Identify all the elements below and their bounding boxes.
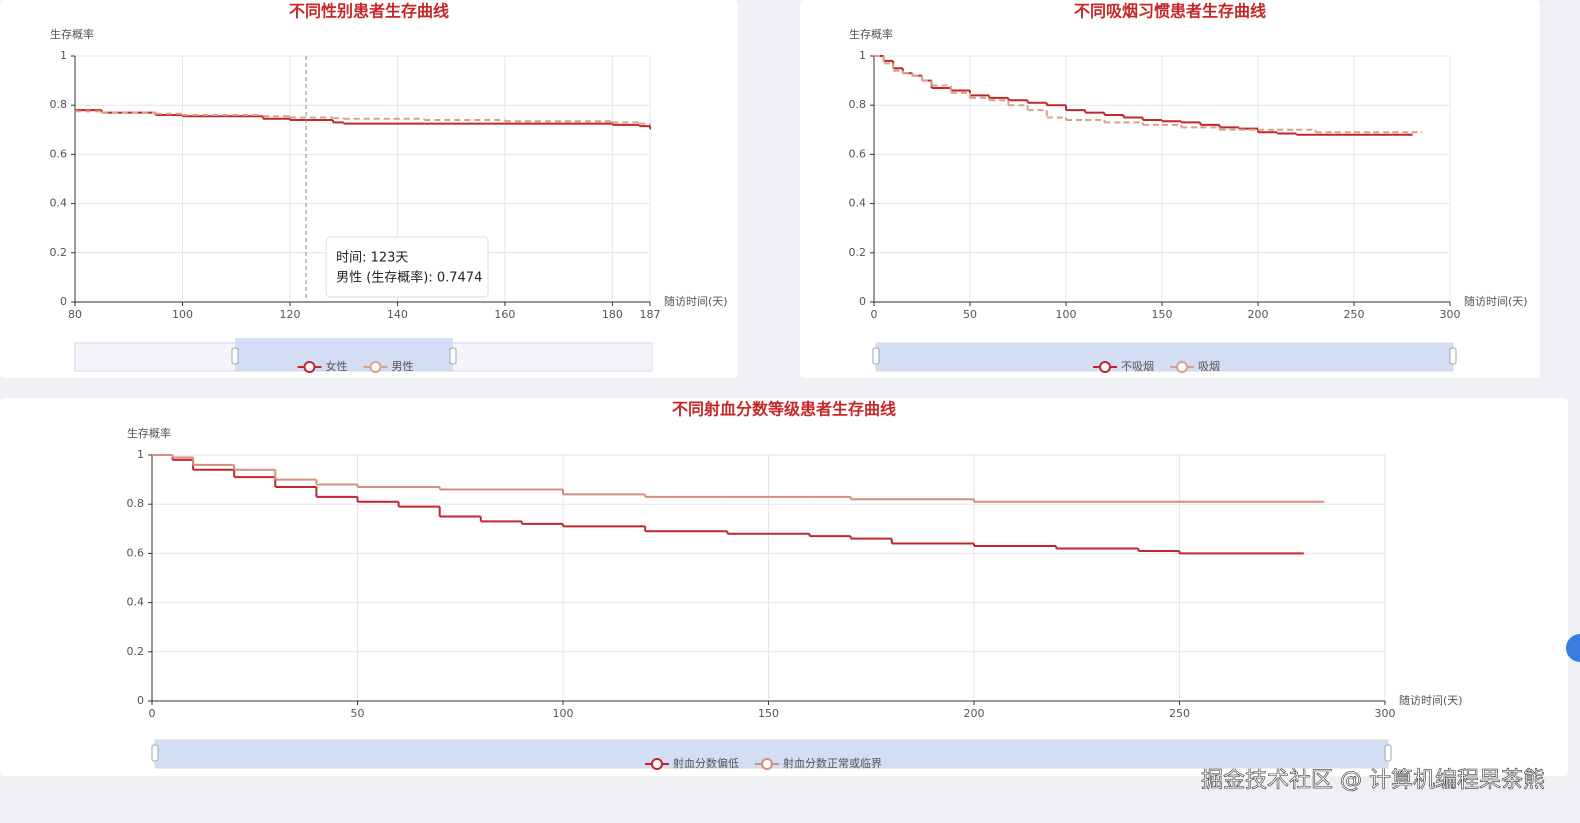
legend-label: 吸烟 bbox=[1198, 359, 1220, 373]
y-tick-label: 0.2 bbox=[849, 246, 867, 259]
zoom-handle bbox=[151, 744, 159, 762]
x-axis-label: 随访时间(天) bbox=[664, 294, 728, 308]
zoom-handle bbox=[231, 347, 239, 365]
watermark: 掘金技术社区 @ 计算机编程果茶熊 bbox=[1201, 768, 1545, 793]
y-axis-label: 生存概率 bbox=[849, 27, 893, 41]
legend-symbol bbox=[651, 758, 663, 770]
x-tick-label: 80 bbox=[68, 308, 82, 321]
y-tick-label: 1 bbox=[137, 448, 144, 461]
x-tick-label: 120 bbox=[279, 308, 300, 321]
y-tick-label: 0.2 bbox=[50, 246, 68, 259]
zoom-slider bbox=[875, 342, 1454, 372]
y-tick-label: 0 bbox=[137, 694, 144, 707]
y-axis-label: 生存概率 bbox=[50, 27, 94, 41]
zoom-handle bbox=[1384, 744, 1392, 762]
legend-label: 男性 bbox=[392, 359, 414, 373]
y-axis-label: 生存概率 bbox=[127, 426, 171, 440]
y-tick-label: 0.8 bbox=[849, 98, 867, 111]
tooltip-text: 男性 (生存概率): 0.7474 bbox=[336, 270, 482, 286]
legend-label: 射血分数正常或临界 bbox=[783, 756, 882, 770]
legend-label: 射血分数偏低 bbox=[673, 756, 739, 770]
zoom-handle bbox=[872, 347, 880, 365]
y-tick-label: 0.4 bbox=[849, 197, 867, 210]
x-tick-label: 150 bbox=[758, 707, 779, 720]
y-tick-label: 1 bbox=[60, 49, 67, 62]
x-tick-label: 0 bbox=[149, 707, 156, 720]
legend-symbol bbox=[303, 361, 316, 373]
x-tick-label: 140 bbox=[387, 308, 408, 321]
y-tick-label: 1 bbox=[859, 49, 866, 62]
panel bbox=[0, 398, 1568, 776]
chart-title: 不同性别患者生存曲线 bbox=[289, 2, 449, 21]
y-tick-label: 0.6 bbox=[50, 147, 68, 160]
y-tick-label: 0.4 bbox=[127, 596, 145, 609]
x-tick-label: 50 bbox=[351, 707, 365, 720]
chart-title: 不同吸烟习惯患者生存曲线 bbox=[1074, 2, 1266, 21]
x-axis-label: 随访时间(天) bbox=[1399, 693, 1463, 707]
x-tick-label: 0 bbox=[871, 308, 878, 321]
y-tick-label: 0 bbox=[60, 295, 67, 308]
zoom-handle bbox=[449, 347, 457, 365]
y-tick-label: 0.2 bbox=[127, 645, 145, 658]
y-tick-label: 0.6 bbox=[849, 147, 867, 160]
x-axis-label: 随访时间(天) bbox=[1464, 294, 1528, 308]
legend-symbol bbox=[1176, 361, 1188, 373]
panel bbox=[800, 0, 1540, 378]
x-tick-label: 180 bbox=[602, 308, 623, 321]
legend-label: 女性 bbox=[326, 359, 348, 373]
y-tick-label: 0.6 bbox=[127, 546, 145, 559]
chart-title: 不同射血分数等级患者生存曲线 bbox=[672, 400, 896, 419]
y-tick-label: 0.8 bbox=[50, 98, 68, 111]
x-tick-label: 200 bbox=[964, 707, 985, 720]
x-tick-label: 250 bbox=[1344, 308, 1365, 321]
legend-symbol bbox=[761, 758, 773, 770]
tooltip bbox=[325, 236, 489, 298]
tooltip-text: 时间: 123天 bbox=[336, 251, 408, 266]
y-tick-label: 0.8 bbox=[127, 497, 145, 510]
zoom-window bbox=[235, 338, 453, 371]
x-tick-label: 100 bbox=[172, 308, 193, 321]
y-tick-label: 0.4 bbox=[50, 197, 68, 210]
legend-symbol bbox=[369, 361, 382, 373]
float-button[interactable] bbox=[1566, 634, 1580, 662]
x-tick-label: 300 bbox=[1440, 308, 1461, 321]
x-tick-label: 187 bbox=[640, 308, 661, 321]
x-tick-label: 250 bbox=[1169, 707, 1190, 720]
x-tick-label: 150 bbox=[1152, 308, 1173, 321]
legend-label: 不吸烟 bbox=[1121, 359, 1154, 373]
x-tick-label: 160 bbox=[494, 308, 515, 321]
x-tick-label: 100 bbox=[553, 707, 574, 720]
x-tick-label: 50 bbox=[963, 308, 977, 321]
x-tick-label: 200 bbox=[1248, 308, 1269, 321]
y-tick-label: 0 bbox=[859, 295, 866, 308]
zoom-handle bbox=[1449, 347, 1457, 365]
legend-symbol bbox=[1099, 361, 1111, 373]
panel bbox=[0, 0, 738, 378]
x-tick-label: 300 bbox=[1375, 707, 1396, 720]
x-tick-label: 100 bbox=[1056, 308, 1077, 321]
